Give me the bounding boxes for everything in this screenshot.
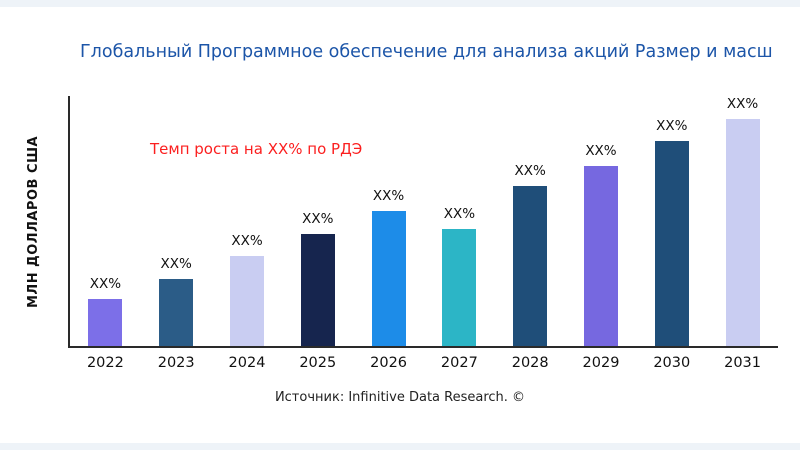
y-axis-label: МЛН ДОЛЛАРОВ США bbox=[26, 135, 41, 309]
bar-value-label: XX% bbox=[726, 96, 759, 112]
x-tick-label: 2030 bbox=[653, 355, 691, 371]
bar-column: XX% 2023 bbox=[141, 96, 212, 372]
bar-value-label: XX% bbox=[514, 163, 546, 179]
bottom-band bbox=[0, 443, 800, 450]
bar bbox=[513, 186, 548, 346]
bar-area: XX% 2022 XX% 2023 XX% 2024 XX% 2025 XX% 2026 XX% 20… bbox=[70, 96, 778, 372]
top-band bbox=[0, 0, 800, 7]
plot-area: XX% 2022 XX% 2023 XX% 2024 XX% 2025 XX% 2026 XX% 20… bbox=[68, 96, 778, 372]
x-tick-label: 2023 bbox=[157, 355, 195, 371]
bar bbox=[371, 211, 406, 346]
x-tick-label: 2026 bbox=[370, 355, 408, 371]
bar bbox=[654, 141, 689, 346]
bar bbox=[583, 166, 618, 346]
bar-column: XX% 2026 bbox=[353, 96, 424, 371]
bar-column: XX% 2031 bbox=[707, 96, 778, 371]
bar-column: XX% 2027 bbox=[424, 96, 495, 372]
bar-column: XX% 2025 bbox=[282, 96, 353, 372]
bar-column: XX% 2030 bbox=[636, 96, 707, 371]
bar-value-label: XX% bbox=[443, 205, 476, 222]
source-attribution: Источник: Infinitive Data Research. © bbox=[274, 390, 526, 405]
bar bbox=[725, 119, 760, 346]
bar-value-label: XX% bbox=[585, 143, 617, 159]
bar bbox=[300, 233, 335, 346]
bar-column: XX% 2028 bbox=[495, 96, 566, 371]
bar-value-label: XX% bbox=[231, 233, 263, 249]
bar-value-label: XX% bbox=[372, 188, 405, 204]
bar-value-label: XX% bbox=[302, 210, 334, 227]
bar bbox=[442, 228, 477, 346]
x-tick-label: 2031 bbox=[724, 355, 762, 371]
bar-column: XX% 2024 bbox=[212, 96, 283, 371]
bar-column: XX% 2029 bbox=[566, 96, 637, 371]
x-tick-label: 2029 bbox=[582, 355, 620, 371]
chart-title: Глобальный Программное обеспечение для а… bbox=[80, 42, 773, 62]
x-tick-label: 2024 bbox=[228, 355, 266, 371]
bar-value-label: XX% bbox=[160, 255, 192, 272]
bar-column: XX% 2022 bbox=[70, 96, 141, 372]
x-tick-label: 2022 bbox=[86, 355, 124, 371]
bar-value-label: XX% bbox=[656, 118, 688, 134]
x-tick-label: 2025 bbox=[299, 355, 337, 371]
bar-value-label: XX% bbox=[89, 275, 122, 292]
x-tick-label: 2028 bbox=[511, 355, 549, 371]
bar bbox=[88, 298, 123, 346]
x-tick-label: 2027 bbox=[440, 355, 478, 371]
bar bbox=[159, 278, 194, 346]
growth-rate-annotation: Темп роста на XX% по РДЭ bbox=[150, 140, 363, 158]
bar bbox=[229, 256, 264, 346]
